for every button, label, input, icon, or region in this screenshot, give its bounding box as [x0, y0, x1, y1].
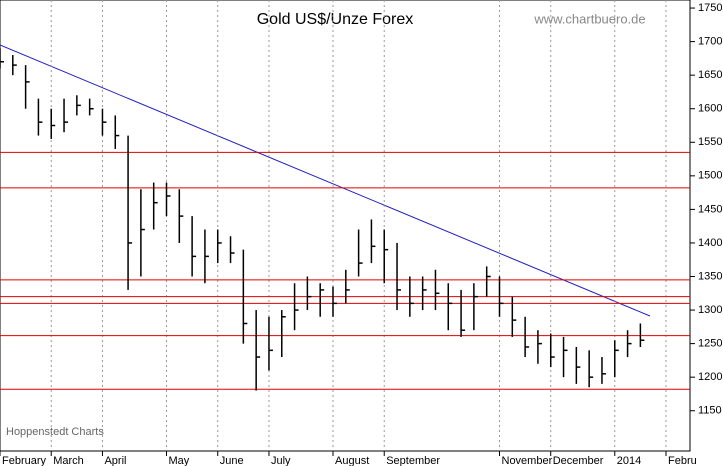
x-tick-label: April	[104, 455, 126, 466]
x-tick-label: July	[271, 455, 291, 466]
y-tick-label: 1200	[698, 371, 722, 383]
y-tick-label: 1550	[698, 136, 722, 148]
plot-frame	[0, 0, 691, 452]
x-tick-label: 2014	[617, 455, 641, 466]
x-tick-label: March	[53, 455, 84, 466]
y-tick-label: 1700	[698, 36, 722, 48]
y-tick-label: 1250	[698, 338, 722, 350]
x-tick-label: August	[335, 455, 369, 466]
y-tick-label: 1350	[698, 270, 722, 282]
y-tick-label: 1150	[698, 405, 722, 417]
x-tick-label: February	[2, 455, 47, 466]
y-tick-label: 1400	[698, 237, 722, 249]
x-tick-label: May	[169, 455, 190, 466]
y-tick-label: 1450	[698, 203, 722, 215]
chart-title: Gold US$/Unze Forex	[257, 11, 414, 28]
y-tick-label: 1500	[698, 170, 722, 182]
credit: Hoppenstedt Charts	[6, 426, 104, 438]
x-tick-label: Febru	[668, 455, 697, 466]
x-tick-label: September	[386, 455, 440, 466]
y-tick-label: 1600	[698, 103, 722, 115]
y-tick-label: 1300	[698, 304, 722, 316]
y-tick-label: 1650	[698, 69, 722, 81]
x-tick-label: June	[220, 455, 244, 466]
x-tick-label: November	[502, 455, 553, 466]
y-tick-label: 1750	[698, 2, 722, 14]
source: www.chartbuero.de	[533, 11, 645, 26]
trend-line	[0, 44, 651, 317]
x-tick-label: December	[553, 455, 604, 466]
